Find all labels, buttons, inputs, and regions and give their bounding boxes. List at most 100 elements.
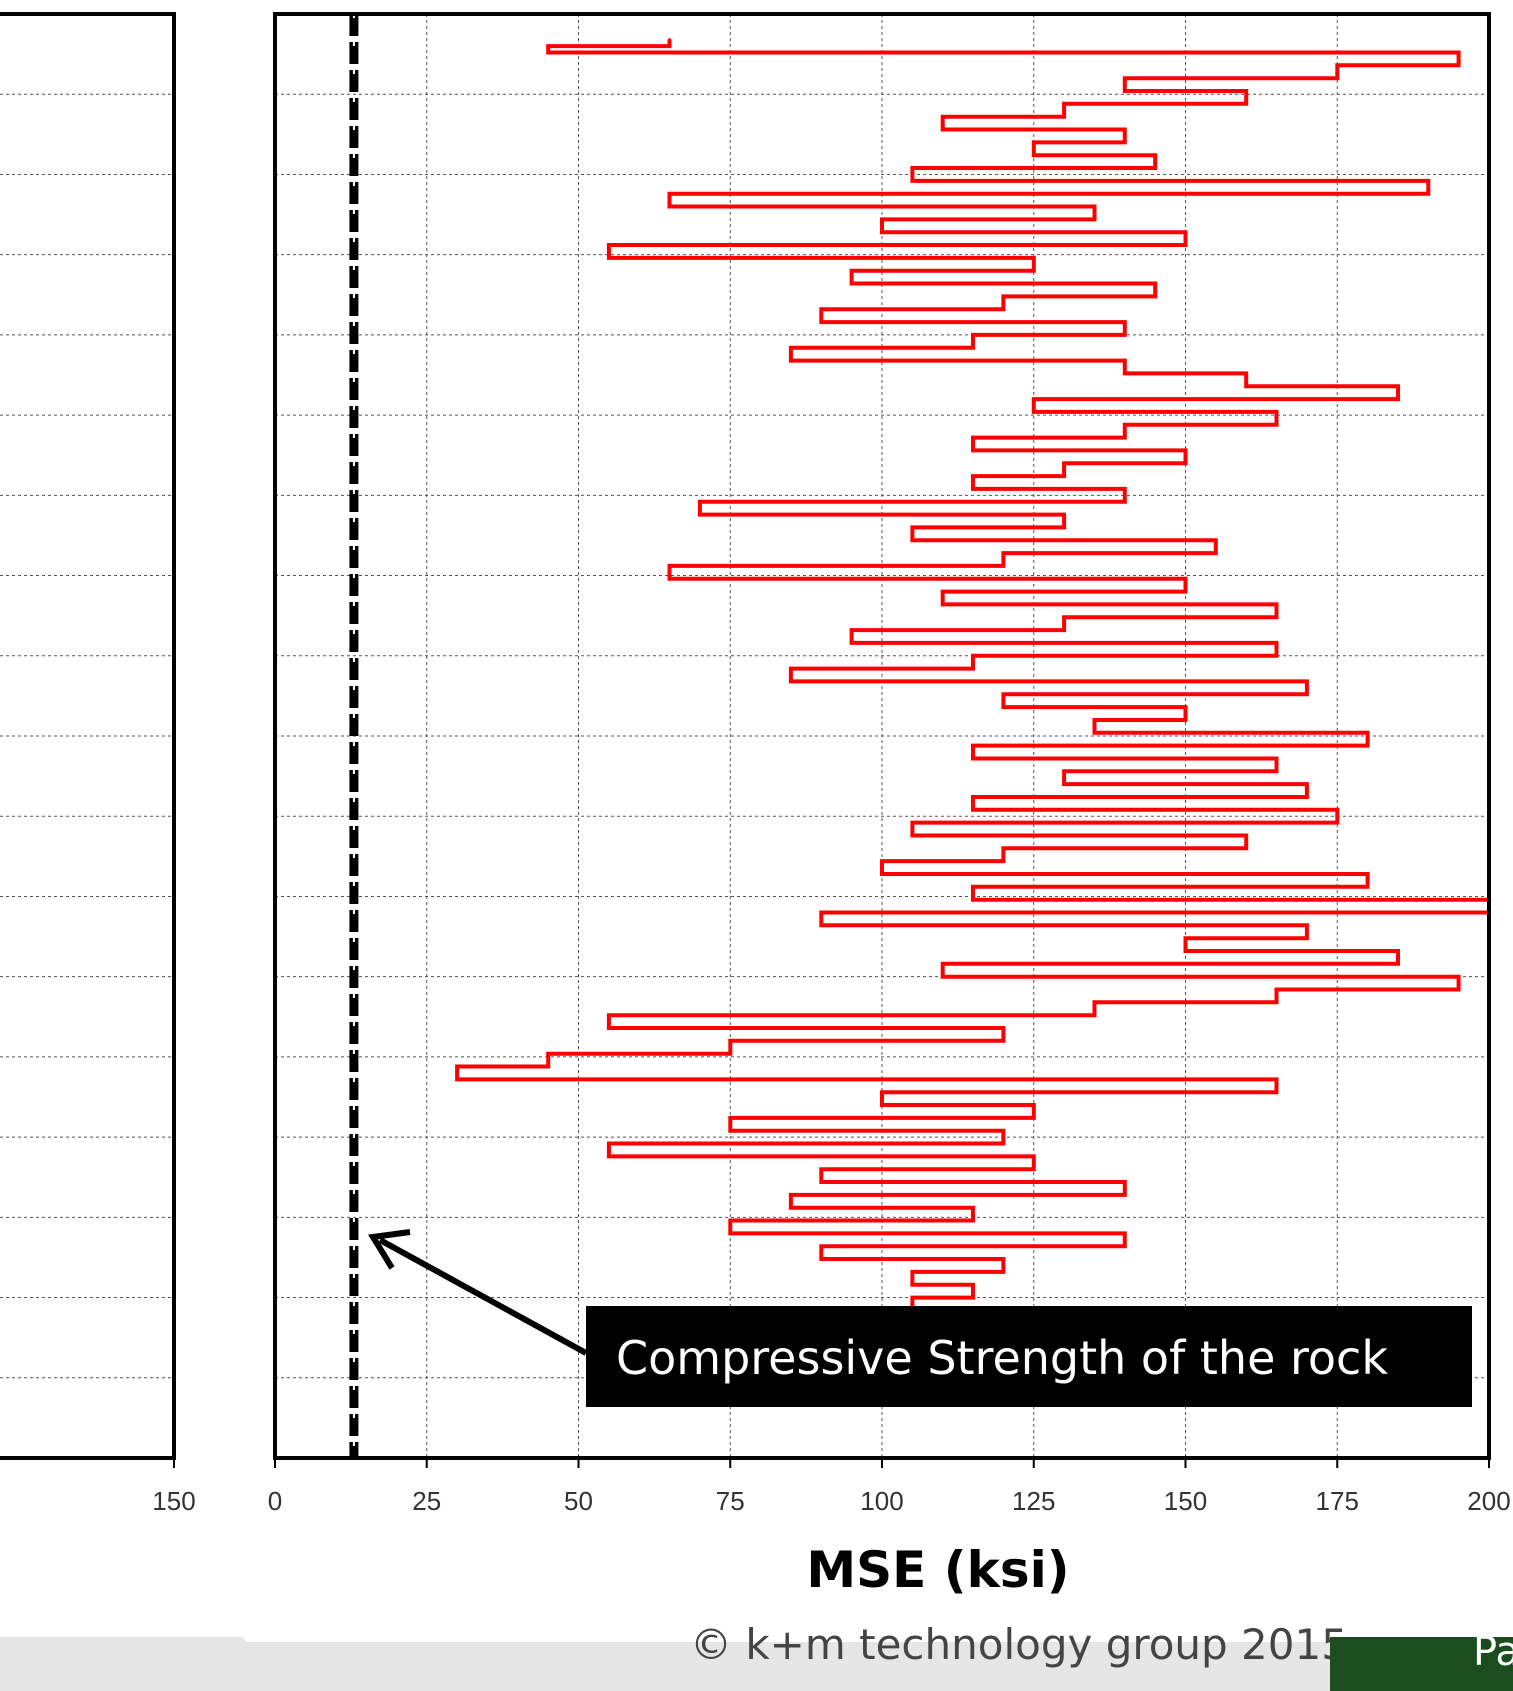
footer-green-tab: Pa bbox=[1330, 1637, 1513, 1691]
mse-point bbox=[819, 1167, 823, 1171]
mse-point bbox=[1001, 1026, 1005, 1030]
mse-point bbox=[1032, 1154, 1036, 1158]
mse-point bbox=[971, 654, 975, 658]
left-panel: 150 bbox=[0, 12, 196, 1516]
mse-point bbox=[1123, 76, 1127, 80]
mse-point bbox=[1001, 551, 1005, 555]
mse-point bbox=[607, 1142, 611, 1146]
mse-point bbox=[971, 474, 975, 478]
mse-point bbox=[880, 217, 884, 221]
x-tick-label: 50 bbox=[564, 1486, 593, 1516]
mse-point bbox=[1001, 692, 1005, 696]
mse-point bbox=[728, 1219, 732, 1223]
mse-point bbox=[1001, 846, 1005, 850]
annotation-box bbox=[586, 1306, 1472, 1407]
mse-point bbox=[1092, 205, 1096, 209]
mse-point bbox=[1396, 384, 1400, 388]
mse-point bbox=[789, 1193, 793, 1197]
mse-point bbox=[1396, 949, 1400, 953]
mse-point bbox=[1092, 718, 1096, 722]
mse-point bbox=[607, 243, 611, 247]
mse-point bbox=[971, 1283, 975, 1287]
mse-point bbox=[1001, 1257, 1005, 1261]
mse-point bbox=[1335, 808, 1339, 812]
mse-point bbox=[1184, 448, 1187, 452]
mse-point bbox=[1001, 1129, 1005, 1133]
mse-point bbox=[546, 44, 550, 48]
mse-point bbox=[1366, 731, 1370, 735]
mse-panel: 0 25 50 75 100 125 150 175 200 MSE (ksi) bbox=[268, 12, 1511, 1599]
left-panel-frame bbox=[0, 12, 176, 1460]
mse-point bbox=[880, 859, 884, 863]
mse-point bbox=[910, 166, 914, 170]
x-tick-label: 0 bbox=[268, 1486, 282, 1516]
annotation-arrowhead bbox=[368, 1229, 411, 1270]
mse-point bbox=[668, 564, 672, 568]
mse-point bbox=[728, 1116, 732, 1120]
mse-point bbox=[789, 667, 793, 671]
mse-point bbox=[1092, 1000, 1096, 1004]
mse-point bbox=[607, 1013, 611, 1017]
mse-point bbox=[1244, 833, 1248, 837]
x-tick-label: 25 bbox=[412, 1486, 441, 1516]
mse-point bbox=[941, 115, 945, 119]
mse-point bbox=[971, 885, 975, 889]
mse-point bbox=[1426, 179, 1430, 183]
annotation: Compressive Strength of the rock bbox=[368, 1229, 1472, 1407]
x-tick-label: 200 bbox=[1467, 1486, 1510, 1516]
annotation-arrow-shaft bbox=[378, 1237, 588, 1356]
mse-point bbox=[1184, 230, 1187, 234]
left-panel-grid bbox=[0, 93, 174, 1379]
mse-point bbox=[819, 307, 823, 311]
mse-point bbox=[1153, 153, 1157, 157]
mse-point bbox=[910, 1270, 914, 1274]
mse-point bbox=[880, 1090, 884, 1094]
mse-point bbox=[1275, 602, 1279, 606]
mse-point bbox=[1305, 782, 1309, 786]
mse-point bbox=[819, 910, 823, 914]
mse-gridlines bbox=[275, 14, 1489, 1458]
mse-point bbox=[941, 962, 945, 966]
mse-point bbox=[1032, 256, 1036, 260]
copyright-text: © k+m technology group 2015 bbox=[690, 1620, 1348, 1669]
mse-point bbox=[668, 192, 672, 196]
mse-point bbox=[1123, 1231, 1127, 1235]
mse-point bbox=[1062, 769, 1066, 773]
mse-point bbox=[789, 346, 793, 350]
mse-point bbox=[1275, 410, 1279, 414]
mse-point bbox=[971, 744, 975, 748]
mse-point bbox=[1123, 423, 1127, 427]
mse-point bbox=[1457, 51, 1461, 55]
mse-point bbox=[850, 628, 854, 632]
mse-point bbox=[971, 333, 975, 337]
mse-point bbox=[1032, 140, 1036, 144]
mse-point bbox=[1184, 936, 1187, 940]
mse-point bbox=[1184, 577, 1187, 581]
mse-point bbox=[1457, 975, 1461, 979]
mse-point bbox=[1305, 923, 1309, 927]
footer-notch bbox=[243, 1628, 1333, 1642]
mse-point bbox=[546, 1052, 550, 1056]
mse-point bbox=[1123, 1180, 1127, 1184]
mse-point bbox=[1275, 641, 1279, 645]
mse-point bbox=[1001, 294, 1005, 298]
x-tick-label: 125 bbox=[1012, 1486, 1055, 1516]
footer-bar bbox=[0, 1637, 1513, 1691]
mse-point bbox=[1153, 282, 1157, 286]
mse-point bbox=[1123, 487, 1127, 491]
mse-point bbox=[971, 436, 975, 440]
mse-series-line bbox=[455, 39, 1491, 1313]
mse-point bbox=[941, 590, 945, 594]
mse-point bbox=[1305, 679, 1309, 683]
mse-point bbox=[1123, 359, 1127, 363]
mse-point bbox=[1244, 371, 1248, 375]
mse-point bbox=[668, 38, 672, 42]
mse-point bbox=[1275, 756, 1279, 760]
mse-point bbox=[1244, 89, 1248, 93]
x-tick-label: 175 bbox=[1316, 1486, 1359, 1516]
mse-point bbox=[698, 500, 702, 504]
mse-point bbox=[1062, 615, 1066, 619]
mse-series bbox=[455, 38, 1491, 1313]
mse-point bbox=[1062, 102, 1066, 106]
annotation-text: Compressive Strength of the rock bbox=[616, 1331, 1388, 1385]
